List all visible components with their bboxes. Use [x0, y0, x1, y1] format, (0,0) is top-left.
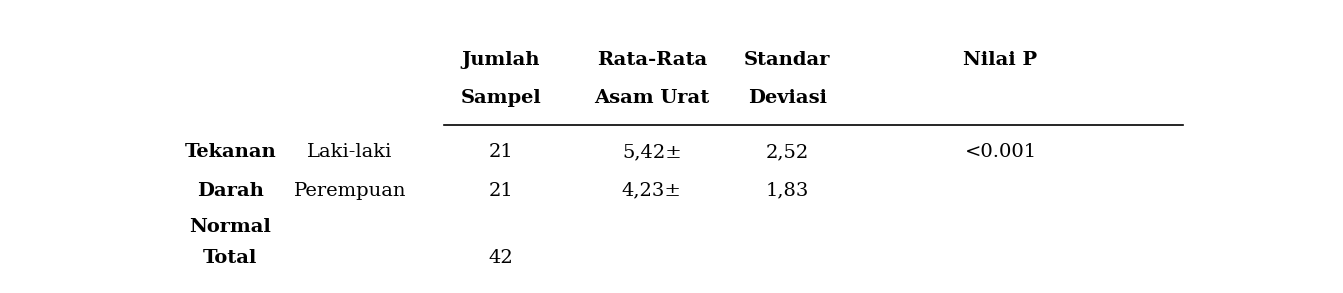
Text: 4,23±: 4,23±	[622, 182, 682, 200]
Text: Normal: Normal	[189, 218, 271, 236]
Text: 2,52: 2,52	[766, 144, 808, 161]
Text: Asam Urat: Asam Urat	[594, 89, 709, 107]
Text: 21: 21	[489, 144, 513, 161]
Text: Rata-Rata: Rata-Rata	[596, 51, 706, 69]
Text: 1,83: 1,83	[766, 182, 808, 200]
Text: Tekanan: Tekanan	[184, 144, 277, 161]
Text: <0.001: <0.001	[964, 144, 1037, 161]
Text: Deviasi: Deviasi	[748, 89, 827, 107]
Text: Laki-laki: Laki-laki	[308, 144, 392, 161]
Text: Darah: Darah	[197, 182, 263, 200]
Text: Standar: Standar	[744, 51, 830, 69]
Text: 5,42±: 5,42±	[622, 144, 682, 161]
Text: Total: Total	[203, 250, 258, 268]
Text: Nilai P: Nilai P	[963, 51, 1038, 69]
Text: Jumlah: Jumlah	[462, 51, 540, 69]
Text: 21: 21	[489, 182, 513, 200]
Text: Sampel: Sampel	[461, 89, 541, 107]
Text: 42: 42	[489, 250, 513, 268]
Text: Perempuan: Perempuan	[294, 182, 407, 200]
